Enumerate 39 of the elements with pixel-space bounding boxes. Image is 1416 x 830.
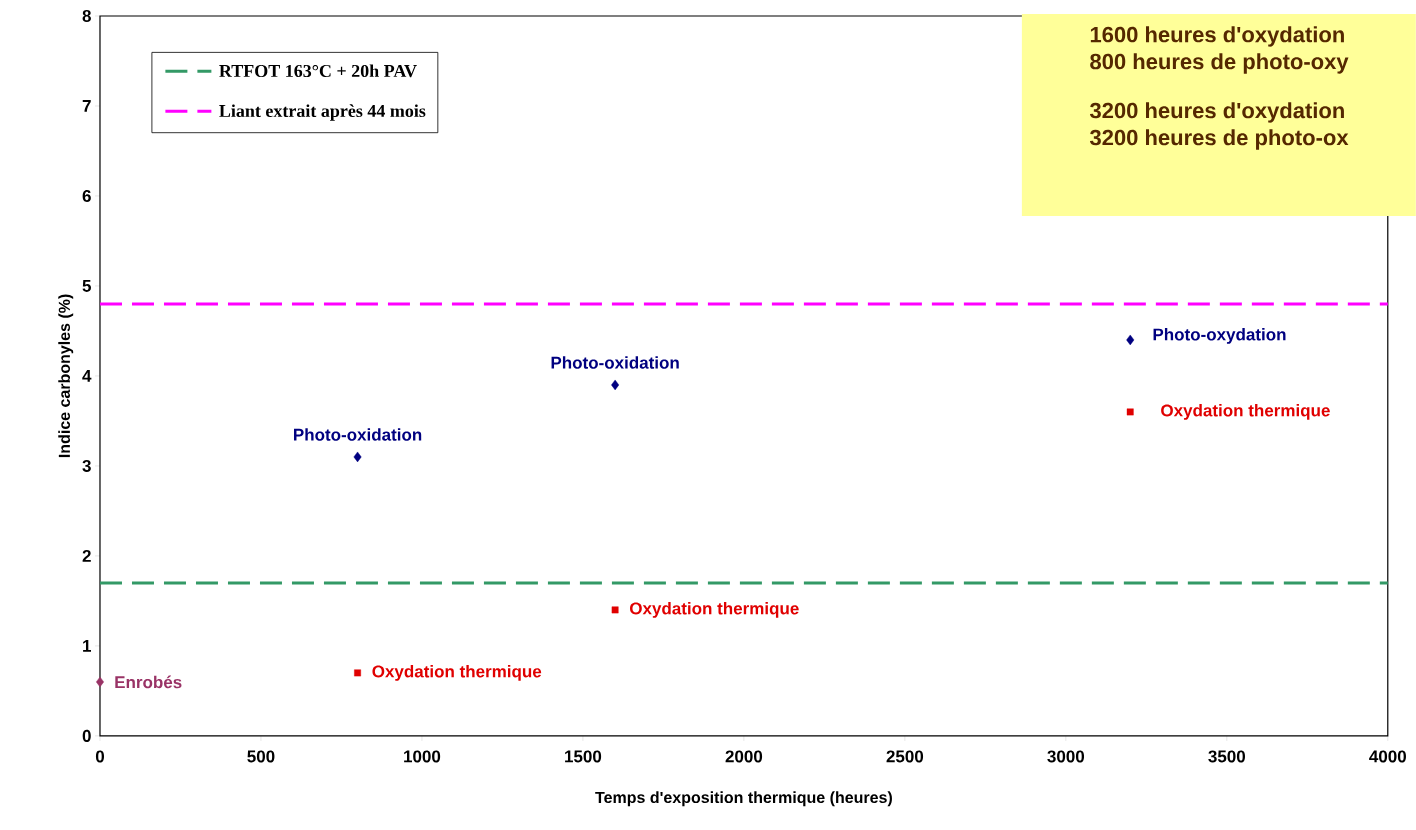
x-axis-title: Temps d'exposition thermique (heures) xyxy=(595,791,892,807)
point xyxy=(1126,408,1134,416)
annotation: Enrobés xyxy=(115,675,182,689)
annotation: 3200 heures de photo-ox xyxy=(1089,129,1349,150)
annotation: Photo-oxidation xyxy=(551,356,679,369)
x-tick-label: 2000 xyxy=(725,750,763,763)
annotation: 3200 heures d'oxydation xyxy=(1089,102,1344,123)
x-tick-label: 1000 xyxy=(404,750,441,763)
x-tick-label: 3500 xyxy=(1208,750,1245,763)
y-tick-label: 5 xyxy=(82,280,91,292)
y-tick-label: 1 xyxy=(83,640,91,652)
y-tick-label: 0 xyxy=(82,729,91,742)
y-tick-label: 4 xyxy=(82,370,92,382)
y-tick-label: 3 xyxy=(82,459,91,473)
point xyxy=(1126,334,1135,346)
y-tick-label: 6 xyxy=(82,190,91,203)
y-axis-title: Indice carbonyles (%) xyxy=(58,294,74,458)
point xyxy=(354,669,361,677)
x-tick-label: 4000 xyxy=(1369,750,1406,763)
annotation: 1600 heures d'oxydation xyxy=(1090,26,1344,47)
legend-label: Liant extrait après 44 mois xyxy=(219,104,426,121)
annotation: Photo-oxydation xyxy=(1153,328,1286,344)
annotation: Oxydation thermique xyxy=(630,602,799,618)
annotation: 800 heures de photo-oxy xyxy=(1090,53,1349,74)
annotation: Oxydation thermique xyxy=(372,665,542,681)
annotation: Oxydation thermique xyxy=(1161,404,1330,420)
y-tick-label: 7 xyxy=(82,100,91,112)
x-tick-label: 0 xyxy=(95,750,105,763)
x-tick-label: 3000 xyxy=(1047,750,1085,763)
x-tick-label: 2500 xyxy=(886,750,924,763)
point xyxy=(611,379,620,391)
x-tick-label: 500 xyxy=(247,750,275,763)
y-tick-label: 8 xyxy=(82,10,91,23)
x-tick-label: 1500 xyxy=(565,750,602,763)
legend-label: RTFOT 163°C + 20h PAV xyxy=(219,64,417,78)
y-tick-label: 2 xyxy=(82,550,91,562)
point xyxy=(611,606,619,614)
annotation: Photo-oxidation xyxy=(294,428,422,441)
point xyxy=(353,451,362,463)
